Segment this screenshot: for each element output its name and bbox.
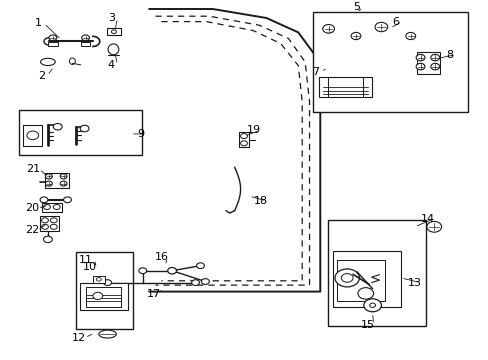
Circle shape (139, 268, 146, 274)
Bar (238, 132, 249, 147)
Text: 16: 16 (154, 252, 168, 262)
Circle shape (426, 221, 441, 232)
Text: 11: 11 (79, 255, 92, 265)
Circle shape (196, 263, 204, 269)
Bar (80, 283, 127, 310)
Circle shape (53, 123, 62, 130)
Text: 19: 19 (247, 125, 261, 135)
Bar (76, 252, 133, 329)
Bar (81, 42, 90, 46)
Bar (93, 276, 105, 283)
Circle shape (341, 274, 352, 282)
Circle shape (350, 32, 360, 40)
Circle shape (43, 204, 50, 210)
Circle shape (430, 54, 439, 61)
Text: 14: 14 (420, 214, 434, 224)
Bar (48, 42, 58, 46)
Text: 18: 18 (253, 196, 267, 206)
Circle shape (53, 204, 60, 210)
Bar (327, 220, 426, 326)
Text: 22: 22 (24, 225, 39, 235)
Bar (416, 52, 439, 74)
Circle shape (96, 278, 101, 281)
Circle shape (201, 279, 209, 284)
Ellipse shape (41, 58, 55, 66)
Circle shape (415, 63, 424, 70)
Bar (40, 216, 59, 231)
Ellipse shape (69, 58, 75, 64)
Circle shape (81, 35, 89, 41)
Circle shape (80, 125, 89, 132)
Circle shape (45, 174, 52, 179)
Circle shape (240, 134, 247, 139)
Bar (85, 287, 121, 307)
Bar (312, 12, 468, 112)
Circle shape (334, 269, 359, 287)
Circle shape (27, 131, 39, 140)
Text: 1: 1 (35, 18, 41, 28)
Text: 2: 2 (38, 71, 45, 81)
Circle shape (41, 224, 48, 229)
Bar (333, 251, 400, 307)
Bar (106, 28, 121, 35)
Circle shape (60, 174, 67, 179)
Circle shape (405, 32, 415, 40)
Text: 17: 17 (147, 289, 161, 299)
Circle shape (111, 30, 116, 33)
Ellipse shape (108, 44, 119, 55)
Bar (23, 125, 42, 146)
Text: 7: 7 (311, 67, 318, 77)
Bar (19, 110, 142, 155)
Text: 3: 3 (108, 13, 115, 23)
Circle shape (430, 63, 439, 70)
Circle shape (50, 224, 57, 229)
Text: 6: 6 (392, 17, 399, 27)
Circle shape (191, 280, 199, 285)
Circle shape (363, 299, 381, 312)
Circle shape (43, 236, 52, 243)
Text: 15: 15 (360, 320, 374, 330)
Text: 21: 21 (26, 164, 40, 174)
Text: 10: 10 (82, 262, 96, 272)
Bar (45, 173, 69, 188)
Circle shape (93, 292, 102, 300)
Circle shape (357, 288, 373, 299)
Circle shape (60, 181, 67, 186)
Circle shape (369, 303, 375, 307)
Circle shape (415, 54, 424, 61)
Bar (318, 77, 371, 97)
Circle shape (41, 218, 48, 223)
Bar (42, 203, 61, 212)
Text: 5: 5 (353, 2, 360, 12)
Bar (337, 260, 385, 301)
Text: 13: 13 (407, 278, 421, 288)
Circle shape (322, 24, 334, 33)
Text: 9: 9 (137, 129, 144, 139)
Circle shape (49, 35, 57, 41)
Text: 4: 4 (108, 60, 115, 70)
Text: 12: 12 (72, 333, 86, 343)
Circle shape (374, 22, 387, 32)
Text: 20: 20 (25, 203, 39, 213)
Circle shape (40, 197, 48, 203)
Circle shape (50, 218, 57, 223)
Circle shape (103, 280, 111, 285)
Circle shape (45, 181, 52, 186)
Ellipse shape (99, 330, 116, 338)
Circle shape (240, 141, 247, 146)
Circle shape (63, 197, 71, 203)
Text: 8: 8 (446, 50, 452, 60)
Circle shape (167, 267, 176, 274)
